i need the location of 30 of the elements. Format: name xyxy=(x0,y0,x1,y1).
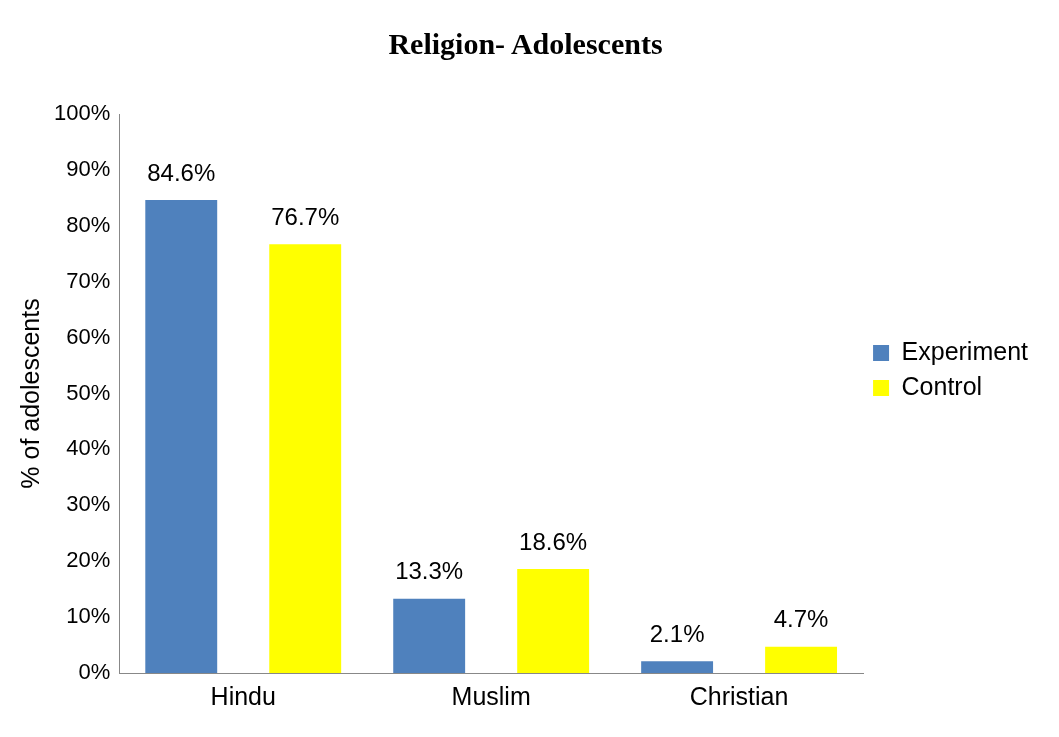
y-tick-label: 60% xyxy=(66,323,111,349)
bar xyxy=(641,661,714,673)
y-tick-label: 100% xyxy=(53,100,111,126)
legend-label: Control xyxy=(901,371,983,400)
bar xyxy=(517,569,590,673)
legend-label: Experiment xyxy=(901,336,1029,365)
y-tick-label: 50% xyxy=(66,379,111,405)
y-tick-label: 20% xyxy=(66,547,111,573)
y-tick-label: 10% xyxy=(66,603,111,629)
bar xyxy=(765,646,838,673)
y-axis-title: % of adolescents xyxy=(15,298,44,489)
chart-title: Religion- Adolescents xyxy=(388,26,663,60)
data-label: 18.6% xyxy=(519,527,588,555)
data-label: 84.6% xyxy=(147,158,216,186)
data-label: 13.3% xyxy=(395,557,464,585)
y-tick-label: 30% xyxy=(66,491,111,517)
x-tick-label: Christian xyxy=(689,681,789,710)
data-label: 2.1% xyxy=(649,619,705,647)
x-tick-label: Muslim xyxy=(451,681,531,710)
bar xyxy=(145,200,218,673)
y-tick-label: 90% xyxy=(66,155,111,181)
data-label: 76.7% xyxy=(271,202,340,230)
data-label: 4.7% xyxy=(773,605,829,633)
x-tick-label: Hindu xyxy=(210,681,276,710)
y-tick-label: 80% xyxy=(66,211,111,237)
y-tick-label: 0% xyxy=(78,659,111,685)
bar xyxy=(393,598,466,673)
y-tick-label: 70% xyxy=(66,267,111,293)
y-tick-label: 40% xyxy=(66,435,111,461)
bar xyxy=(269,244,342,673)
